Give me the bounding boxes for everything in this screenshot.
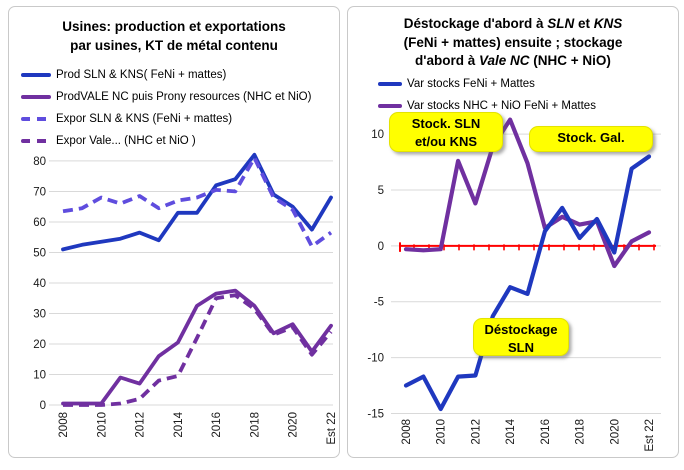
series-line [403,154,652,412]
y-axis-tick-label: 5 [378,185,384,197]
right-chart-plot: -15 -10 -5 0 5 10 2008 2010 2012 2014 2016 2018 2020… [367,117,661,452]
y-axis-tick-label: 10 [371,129,384,141]
y-axis-tick-label: -5 [374,297,384,309]
x-axis-tick-label: 2012 [470,419,482,445]
y-axis-tick-label: 20 [33,339,46,351]
callout-destockage-sln: Déstockage SLN [473,318,569,356]
x-axis-tick-label: 2014 [505,418,517,444]
right-chart-legend: Var stocks FeNi + Mattes Var stocks NHC +… [378,73,596,117]
solid-line-swatch [378,104,402,108]
y-axis-tick-label: 80 [33,156,46,168]
legend-label: Var stocks NHC + NiO FeNi + Mattes [407,100,596,112]
callout-stock-sln-kns: Stock. SLN et/ou KNS [389,112,503,152]
x-axis-tick-label: 2014 [173,411,185,437]
x-axis-tick-label: 2018 [575,419,587,445]
y-axis-tick-label: 30 [33,308,46,320]
legend-item: ProdVALE NC puis Prony resources (NHC et… [21,86,311,108]
legend-label: Expor Vale... (NHC et NiO ) [56,135,196,147]
x-axis-tick-label: 2010 [96,412,108,438]
series-line [62,155,333,249]
x-axis-tick-label: 2016 [211,412,223,438]
title-line: d'abord à Vale NC (NHC + NiO) [348,52,678,71]
y-axis-tick-label: 0 [378,241,384,253]
y-axis-tick-label: 40 [33,278,46,290]
solid-line-swatch [378,82,402,86]
series-line [61,152,333,252]
title-line: par usines, KT de métal contenu [70,38,278,53]
series-line [61,288,333,406]
callout-text: SLN [508,340,534,355]
right-chart-title: Déstockage d'abord à SLN et KNS (FeNi + … [348,15,678,71]
legend-item: Var stocks NHC + NiO FeNi + Mattes [378,95,596,117]
y-axis-tick-label: 50 [33,247,46,259]
left-chart-legend: Prod SLN & KNS( FeNi + mattes) ProdVALE N… [21,64,311,152]
left-chart-title: Usines: production et exportations par u… [9,17,339,55]
y-axis-tick-label: -10 [367,353,384,365]
left-chart-plot: 0 10 20 30 40 50 60 70 80 2008 2010 2012 2014 2016 201… [33,152,338,445]
legend-item: Expor Vale... (NHC et NiO ) [21,130,311,152]
title-segment: (FeNi + mattes) ensuite ; stockage [403,34,623,50]
dashed-line-swatch [21,117,51,121]
callout-text: Déstockage [484,322,558,337]
title-segment: d'abord à [415,53,480,68]
title-line: Déstockage d'abord à SLN et KNS [348,15,678,34]
y-axis-tick-label: -15 [367,408,384,420]
legend-label: Expor SLN & KNS (FeNi + mattes) [56,113,233,125]
x-axis-tick-label: 2016 [540,419,552,445]
series-line [63,293,333,407]
y-axis-tick-label: 60 [33,217,46,229]
x-axis-tick-label: 2020 [288,412,300,438]
dashed-line-swatch [21,139,51,143]
callout-text: Stock. Gal. [557,130,625,145]
x-axis-tick-label: 2010 [436,419,448,445]
y-axis-tick-label: 10 [33,370,46,382]
y-axis-tick-label: 0 [40,400,46,412]
callout-stock-gal: Stock. Gal. [529,126,653,152]
series-line [403,117,652,269]
solid-line-swatch [21,95,51,99]
callout-text: et/ou KNS [414,134,478,149]
x-axis-tick-label: 2012 [135,412,147,438]
callout-text: Stock. SLN [411,116,481,131]
x-axis-tick-label: 2020 [609,419,621,445]
title-line: Usines: production et exportations [62,19,286,34]
solid-line-swatch [21,73,51,77]
title-segment: Déstockage d'abord à [403,16,548,31]
x-axis-tick-label: 2018 [249,412,261,438]
legend-label: ProdVALE NC puis Prony resources (NHC et… [56,91,312,103]
title-segment: SLN [547,16,575,31]
legend-label: Var stocks FeNi + Mattes [407,78,535,90]
title-segment: Vale NC [479,53,530,68]
x-axis-tick-label: Est 22 [644,419,656,452]
title-segment: et [574,16,594,31]
right-chart-panel: Déstockage d'abord à SLN et KNS (FeNi + … [347,6,679,458]
x-axis-tick-label: Est 22 [326,412,338,445]
title-segment: KNS [593,16,623,31]
left-chart-panel: Usines: production et exportations par u… [8,6,340,458]
title-segment: (NHC + NiO) [529,53,611,68]
legend-item: Var stocks FeNi + Mattes [378,73,596,95]
legend-item: Expor SLN & KNS (FeNi + mattes) [21,108,311,130]
y-axis-tick-label: 70 [33,186,46,198]
legend-label: Prod SLN & KNS( FeNi + mattes) [56,69,227,81]
legend-item: Prod SLN & KNS( FeNi + mattes) [21,64,311,86]
title-line: (FeNi + mattes) ensuite ; stockage [348,34,678,53]
x-axis-tick-label: 2008 [401,419,413,445]
x-axis-tick-label: 2008 [58,412,70,438]
